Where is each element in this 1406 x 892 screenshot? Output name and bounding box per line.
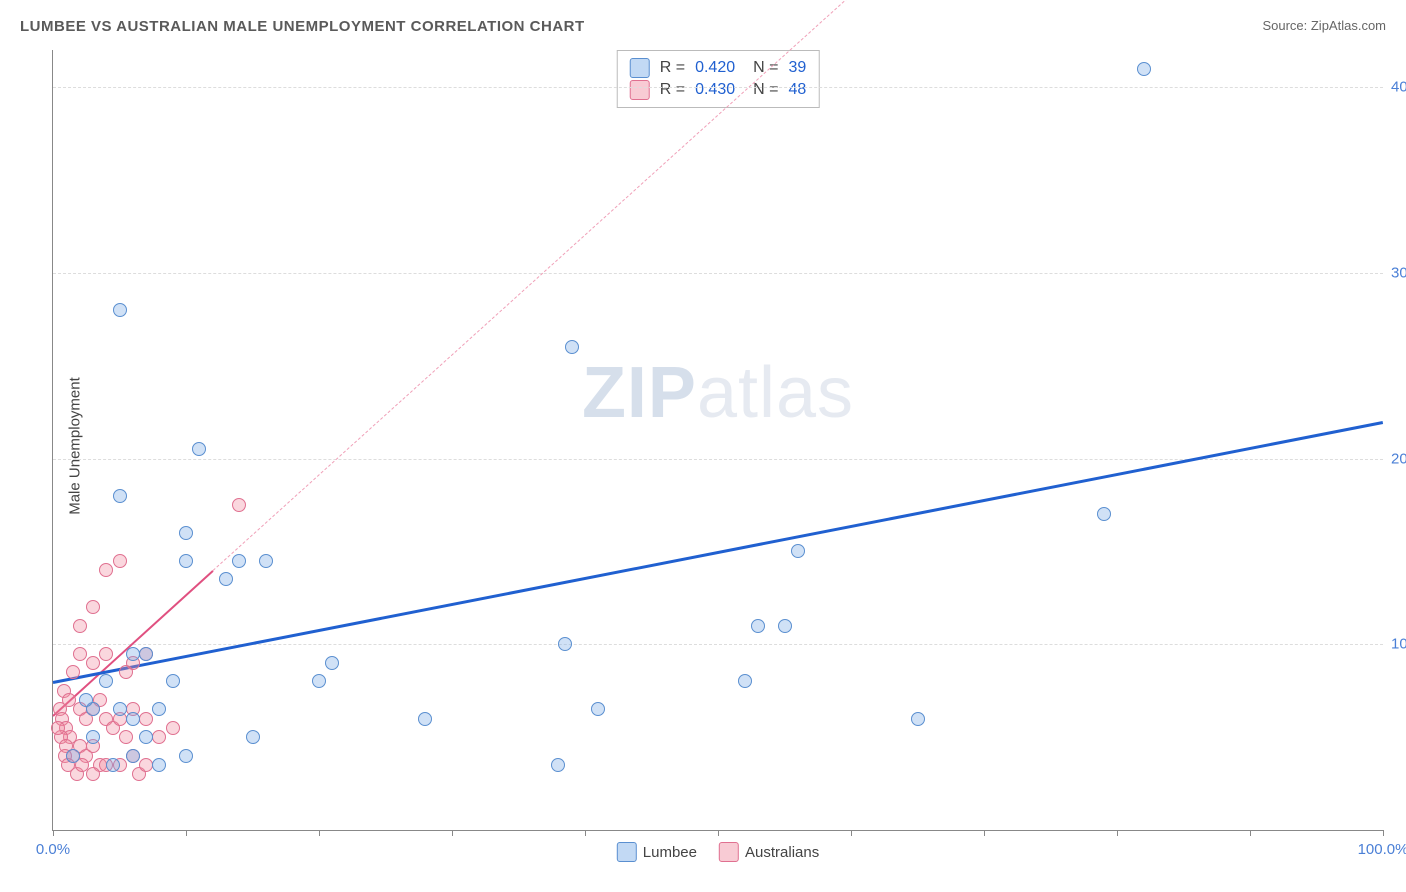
scatter-point [66, 665, 80, 679]
x-tick [53, 830, 54, 836]
scatter-point [119, 730, 133, 744]
scatter-point [139, 712, 153, 726]
scatter-point [259, 554, 273, 568]
scatter-point [106, 758, 120, 772]
source-label: Source: ZipAtlas.com [1262, 18, 1386, 33]
stats-row-lumbee: R = 0.420 N = 39 [630, 57, 807, 79]
scatter-point [126, 749, 140, 763]
swatch-blue-icon [630, 58, 650, 78]
legend-item-lumbee: Lumbee [617, 842, 697, 862]
scatter-point [126, 647, 140, 661]
scatter-point [312, 674, 326, 688]
scatter-point [86, 767, 100, 781]
stats-row-australians: R = 0.430 N = 48 [630, 79, 807, 101]
scatter-point [738, 674, 752, 688]
scatter-point [113, 554, 127, 568]
scatter-point [51, 721, 65, 735]
scatter-point [99, 647, 113, 661]
x-tick [1117, 830, 1118, 836]
scatter-point [179, 554, 193, 568]
gridline [53, 87, 1383, 88]
scatter-point [166, 674, 180, 688]
x-tick [186, 830, 187, 836]
scatter-point [113, 303, 127, 317]
scatter-point [73, 619, 87, 633]
series-legend: Lumbee Australians [617, 842, 819, 862]
x-tick [319, 830, 320, 836]
scatter-point [139, 758, 153, 772]
gridline [53, 273, 1383, 274]
stats-legend: R = 0.420 N = 39 R = 0.430 N = 48 [617, 50, 820, 108]
scatter-point [99, 674, 113, 688]
x-tick [585, 830, 586, 836]
scatter-point [246, 730, 260, 744]
scatter-point [558, 637, 572, 651]
scatter-point [418, 712, 432, 726]
scatter-point [152, 730, 166, 744]
scatter-point [232, 498, 246, 512]
scatter-point [179, 526, 193, 540]
scatter-point [73, 647, 87, 661]
scatter-point [119, 665, 133, 679]
scatter-point [219, 572, 233, 586]
y-tick-label: 10.0% [1391, 636, 1406, 653]
x-tick [452, 830, 453, 836]
plot-area: ZIPatlas R = 0.420 N = 39 R = 0.430 N = … [52, 50, 1383, 831]
scatter-point [192, 442, 206, 456]
y-tick-label: 30.0% [1391, 264, 1406, 281]
scatter-point [791, 544, 805, 558]
legend-item-australians: Australians [719, 842, 819, 862]
scatter-point [86, 730, 100, 744]
x-tick-label: 0.0% [36, 841, 70, 858]
x-tick [1383, 830, 1384, 836]
scatter-point [152, 702, 166, 716]
scatter-point [126, 712, 140, 726]
scatter-point [86, 600, 100, 614]
scatter-point [551, 758, 565, 772]
scatter-point [79, 693, 93, 707]
scatter-point [113, 702, 127, 716]
y-tick-label: 40.0% [1391, 79, 1406, 96]
scatter-point [325, 656, 339, 670]
x-tick [718, 830, 719, 836]
scatter-point [86, 656, 100, 670]
scatter-point [911, 712, 925, 726]
scatter-point [113, 489, 127, 503]
watermark: ZIPatlas [582, 352, 854, 434]
x-tick [1250, 830, 1251, 836]
swatch-pink-icon [630, 80, 650, 100]
scatter-point [751, 619, 765, 633]
y-tick-label: 20.0% [1391, 450, 1406, 467]
scatter-point [1097, 507, 1111, 521]
scatter-point [179, 749, 193, 763]
scatter-point [139, 730, 153, 744]
scatter-point [139, 647, 153, 661]
scatter-point [66, 749, 80, 763]
x-tick [984, 830, 985, 836]
scatter-point [99, 563, 113, 577]
scatter-point [565, 340, 579, 354]
chart-title: LUMBEE VS AUSTRALIAN MALE UNEMPLOYMENT C… [20, 18, 585, 35]
x-tick-label: 100.0% [1358, 841, 1406, 858]
scatter-point [166, 721, 180, 735]
x-tick [851, 830, 852, 836]
scatter-point [232, 554, 246, 568]
scatter-point [778, 619, 792, 633]
scatter-point [591, 702, 605, 716]
scatter-point [152, 758, 166, 772]
swatch-blue-icon [617, 842, 637, 862]
scatter-point [1137, 62, 1151, 76]
swatch-pink-icon [719, 842, 739, 862]
